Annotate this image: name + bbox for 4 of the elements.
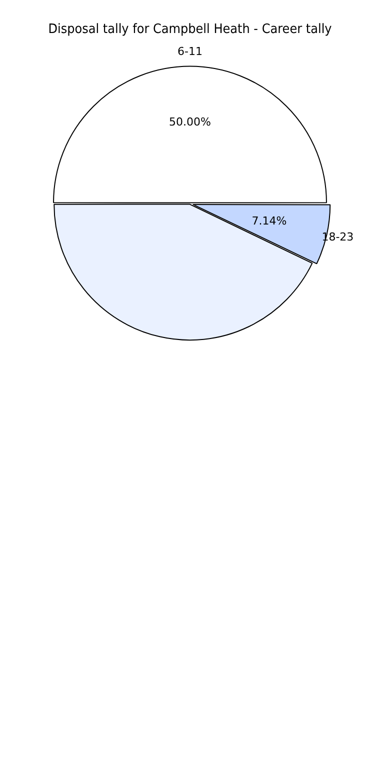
chart-title: Disposal tally for Campbell Heath - Career tally [48,20,332,36]
data-label: 7.14% [252,214,287,228]
data-label: 50.00% [169,115,211,128]
slice-label: 6-11 [178,45,202,58]
